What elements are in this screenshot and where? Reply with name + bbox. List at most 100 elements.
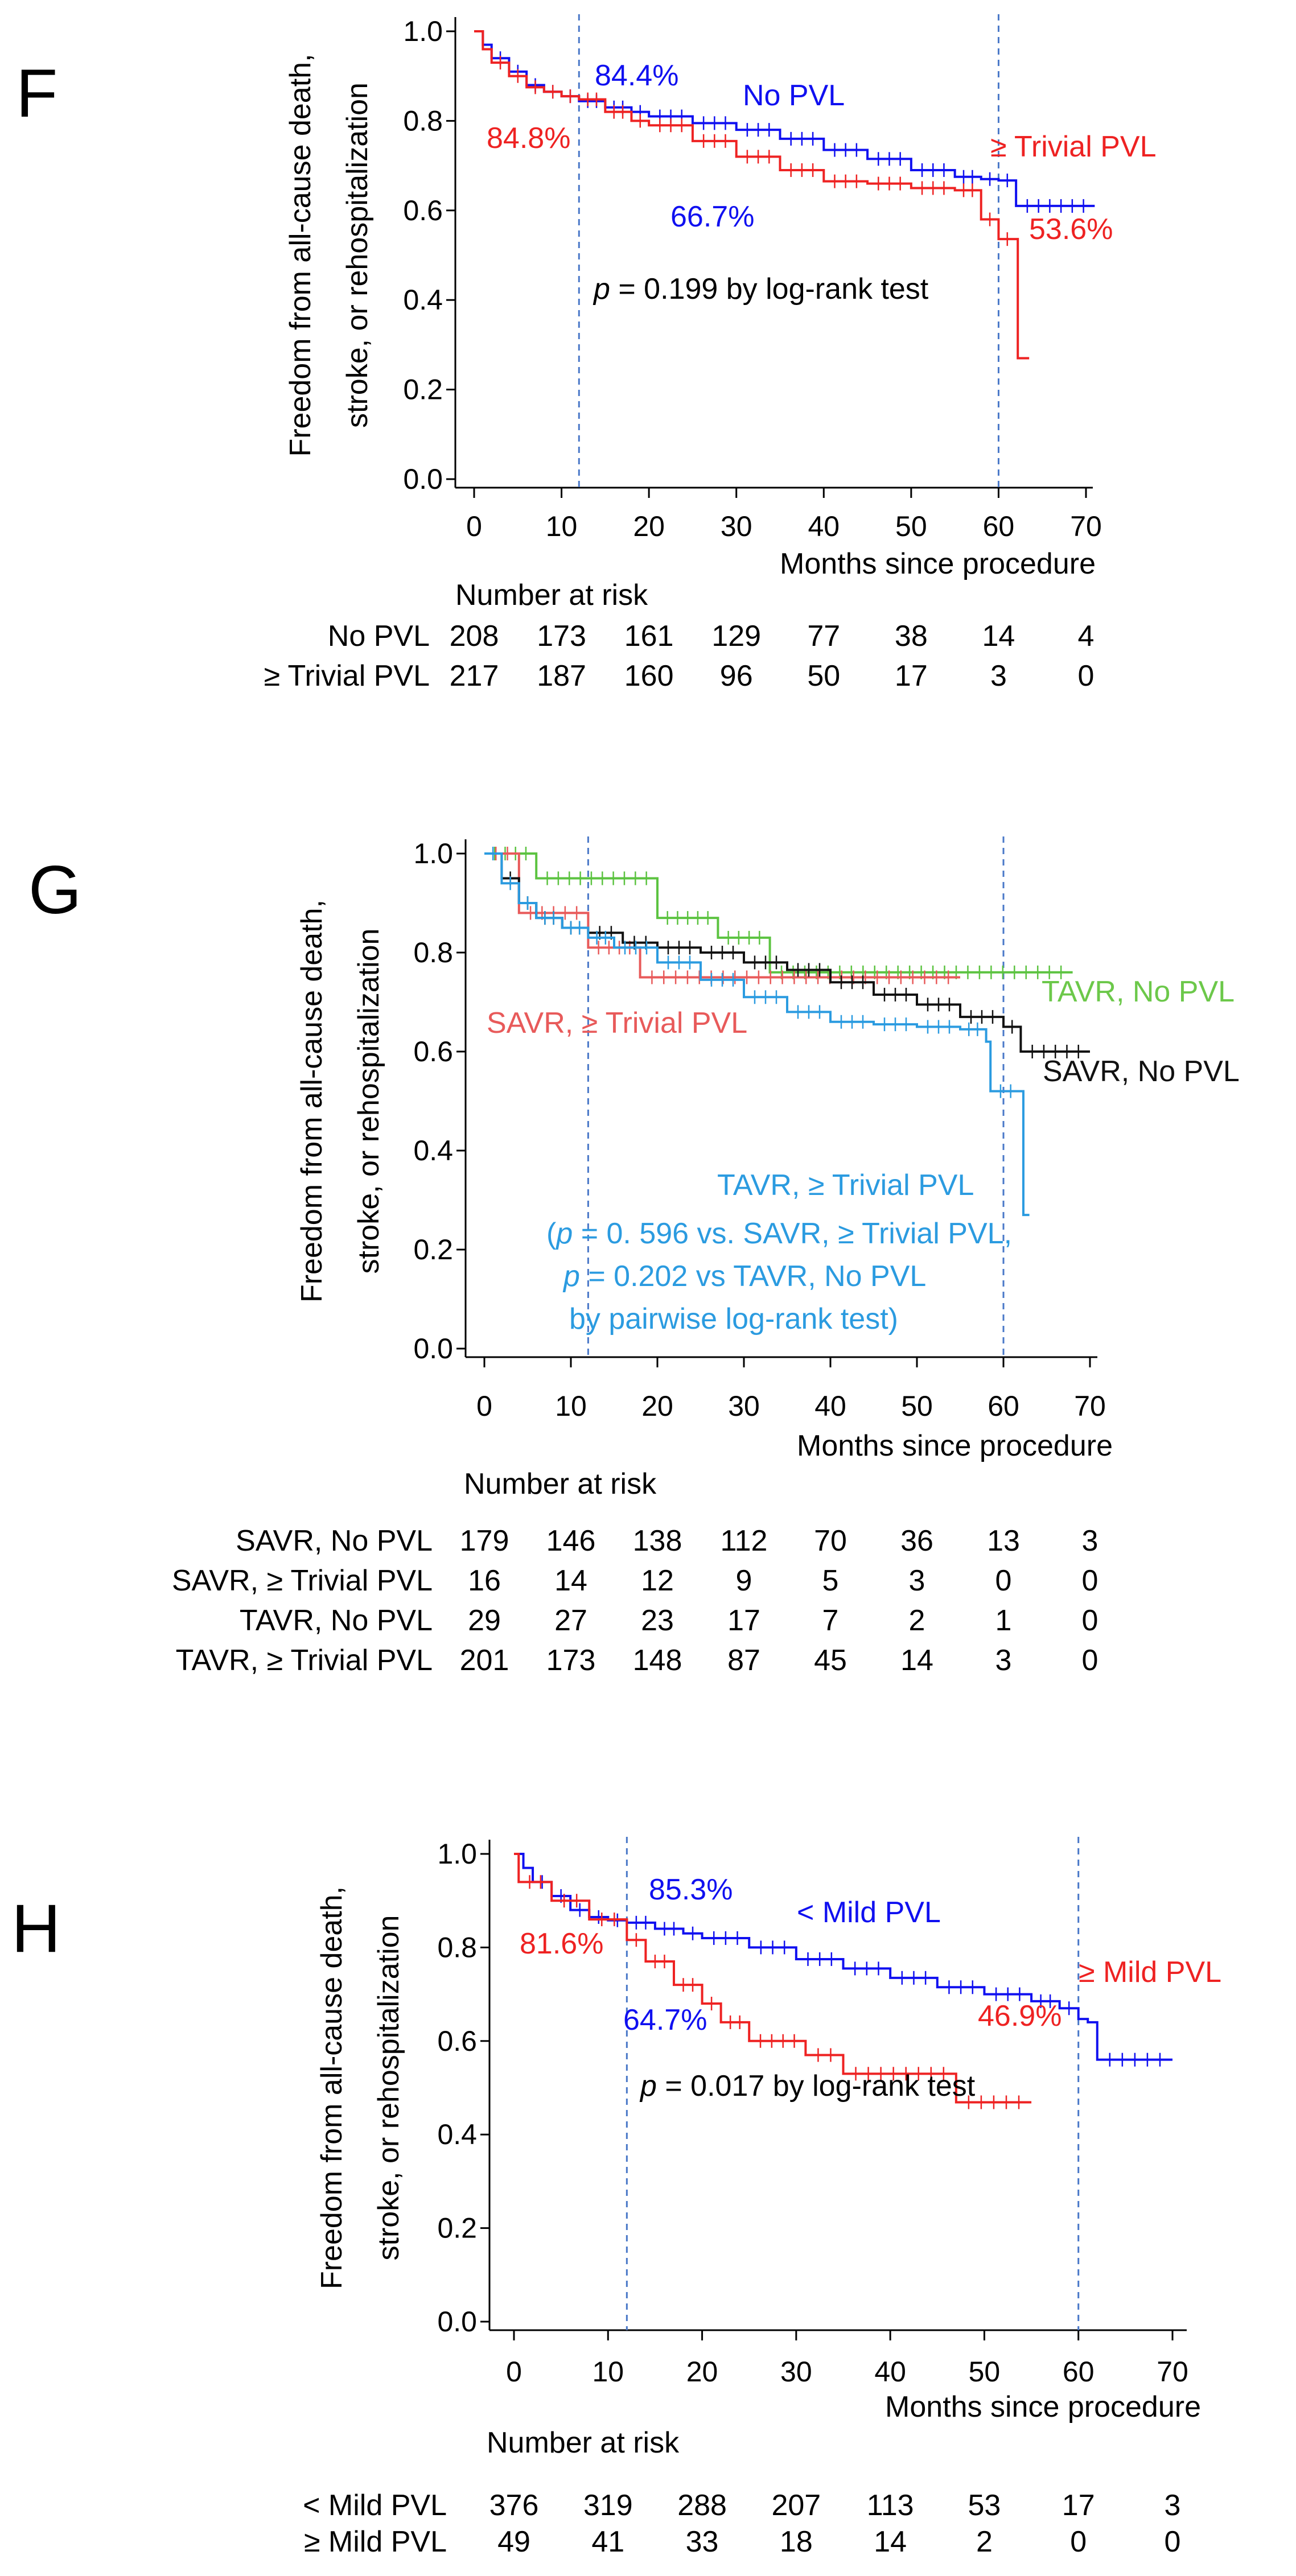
y-tick-label: 0.8: [437, 1931, 477, 1963]
risk-row: SAVR, No PVL 179 146 138 112 70 36 13 3: [236, 1524, 1098, 1557]
annotations: 84.4% 84.8% No PVL ≥ Trivial PVL 66.7% 53.6%: [487, 59, 1157, 246]
y-ticks: 0.0 0.2 0.4 0.6 0.8 1.0: [437, 1838, 489, 2338]
risk-count: 53: [968, 2489, 1001, 2522]
curve-annotation: 84.4%: [595, 59, 678, 92]
pairwise-result: by pairwise log-rank test): [569, 1303, 898, 1336]
risk-count: 2: [909, 1604, 925, 1637]
pairwise-test-line: by pairwise log-rank test): [569, 1303, 898, 1336]
y-tick-label: 1.0: [437, 1838, 477, 1870]
x-axis-label: Months since procedure: [797, 1429, 1113, 1462]
risk-count: 13: [987, 1524, 1020, 1557]
panel-f: F0.00.20.40.60.81.00 10 20 30 40 50 60 70Freedo…: [16, 14, 1157, 693]
pairwise-test-line: (p = 0. 596 vs. SAVR, ≥ Trivial PVL,: [546, 1217, 1012, 1250]
risk-count: 45: [814, 1644, 847, 1677]
risk-row-label: SAVR, No PVL: [236, 1524, 433, 1557]
risk-count: 187: [537, 660, 586, 693]
risk-count: 5: [822, 1564, 839, 1597]
risk-count: 129: [711, 620, 761, 653]
y-tick-label: 0.6: [413, 1036, 453, 1068]
curve-annotation: 46.9%: [978, 2000, 1062, 2033]
risk-count: 14: [554, 1564, 587, 1597]
risk-count: 2: [976, 2525, 993, 2558]
risk-count: 14: [874, 2525, 907, 2558]
series-tavr-trivial-pvl: [484, 847, 1030, 1217]
panel-h: H0.00.20.40.60.81.00 10 20 30 40 50 60 70Freedo…: [11, 1837, 1221, 2558]
x-tick-label: 0: [476, 1390, 492, 1422]
risk-count: 148: [633, 1644, 682, 1677]
y-axis-label: Freedom from all-cause death,: [315, 1886, 348, 2289]
x-tick-label: 40: [814, 1390, 846, 1422]
x-axis-label: Months since procedure: [780, 547, 1096, 580]
x-tick-label: 20: [633, 510, 665, 542]
risk-count: 77: [807, 620, 840, 653]
curve-annotation: 64.7%: [623, 2004, 707, 2037]
curve-annotation: 81.6%: [520, 1927, 603, 1960]
risk-count: 160: [624, 660, 674, 693]
risk-count: 161: [624, 620, 674, 653]
series-trivial-pvl: [474, 30, 1030, 360]
risk-table: Number at risk < Mild PVL 376 319 288 207 113 5…: [303, 2426, 1180, 2558]
x-tick-label: 70: [1070, 510, 1102, 542]
risk-count: 0: [1070, 2525, 1087, 2558]
risk-count: 208: [450, 620, 499, 653]
risk-count: 49: [497, 2525, 530, 2558]
risk-table-title: Number at risk: [455, 579, 648, 612]
y-tick-label: 1.0: [413, 838, 453, 869]
x-tick-label: 30: [728, 1390, 760, 1422]
y-tick-label: 1.0: [403, 15, 443, 47]
p-symbol: p: [639, 2070, 657, 2103]
risk-count: 17: [895, 660, 928, 693]
x-tick-label: 50: [895, 510, 927, 542]
y-tick-label: 0.6: [403, 195, 443, 226]
x-tick-label: 40: [874, 2356, 906, 2388]
risk-row-label: ≥ Mild PVL: [304, 2525, 447, 2558]
pairwise-result: = 0.202 vs TAVR, No PVL: [580, 1260, 926, 1293]
x-tick-label: 60: [1063, 2356, 1095, 2388]
risk-count: 173: [546, 1644, 596, 1677]
risk-count: 23: [641, 1604, 674, 1637]
y-axis-label: Freedom from all-cause death,: [284, 53, 317, 456]
y-tick-label: 0.0: [403, 463, 443, 495]
risk-count: 29: [468, 1604, 501, 1637]
y-tick-label: 0.6: [437, 2025, 477, 2057]
curve-annotation: 85.3%: [649, 1873, 733, 1906]
risk-row: TAVR, ≥ Trivial PVL 201 173 148 87 45 14 3 0: [176, 1644, 1098, 1677]
curve-annotation: SAVR, No PVL: [1043, 1055, 1240, 1088]
risk-count: 36: [900, 1524, 933, 1557]
risk-row: SAVR, ≥ Trivial PVL 16 14 12 9 5 3 0 0: [172, 1564, 1098, 1597]
x-tick-label: 10: [555, 1390, 587, 1422]
risk-row: ≥ Trivial PVL 217 187 160 96 50 17 3 0: [264, 660, 1094, 693]
y-tick-label: 0.4: [403, 284, 443, 316]
x-tick-label: 10: [592, 2356, 624, 2388]
survival-curve: [514, 1853, 1032, 2104]
x-tick-label: 50: [901, 1390, 933, 1422]
risk-count: 179: [460, 1524, 509, 1557]
risk-count: 0: [1078, 660, 1095, 693]
risk-count: 4: [1078, 620, 1095, 653]
risk-count: 96: [720, 660, 753, 693]
risk-row: No PVL 208 173 161 129 77 38 14 4: [328, 620, 1095, 653]
risk-count: 16: [468, 1564, 501, 1597]
risk-count: 201: [460, 1644, 509, 1677]
risk-count: 3: [995, 1644, 1012, 1677]
y-tick-label: 0.2: [403, 374, 443, 406]
series-mild-pvl: [514, 1853, 1172, 2067]
y-tick-label: 0.4: [437, 2118, 477, 2150]
x-axis-label: Months since procedure: [885, 2390, 1201, 2423]
risk-count: 113: [867, 2489, 914, 2522]
risk-count: 138: [633, 1524, 682, 1557]
panel-letter: F: [16, 55, 57, 131]
risk-count: 146: [546, 1524, 596, 1557]
y-tick-label: 0.0: [413, 1333, 453, 1365]
risk-count: 173: [537, 620, 586, 653]
curve-annotation: 66.7%: [670, 200, 754, 233]
risk-count: 17: [727, 1604, 760, 1637]
x-tick-label: 40: [808, 510, 840, 542]
series-mild-pvl: [514, 1853, 1032, 2109]
risk-row: < Mild PVL 376 319 288 207 113 53 17 3: [303, 2489, 1180, 2522]
y-tick-label: 0.8: [413, 937, 453, 968]
curve-annotation: < Mild PVL: [797, 1896, 941, 1929]
risk-table-title: Number at risk: [487, 2426, 680, 2459]
